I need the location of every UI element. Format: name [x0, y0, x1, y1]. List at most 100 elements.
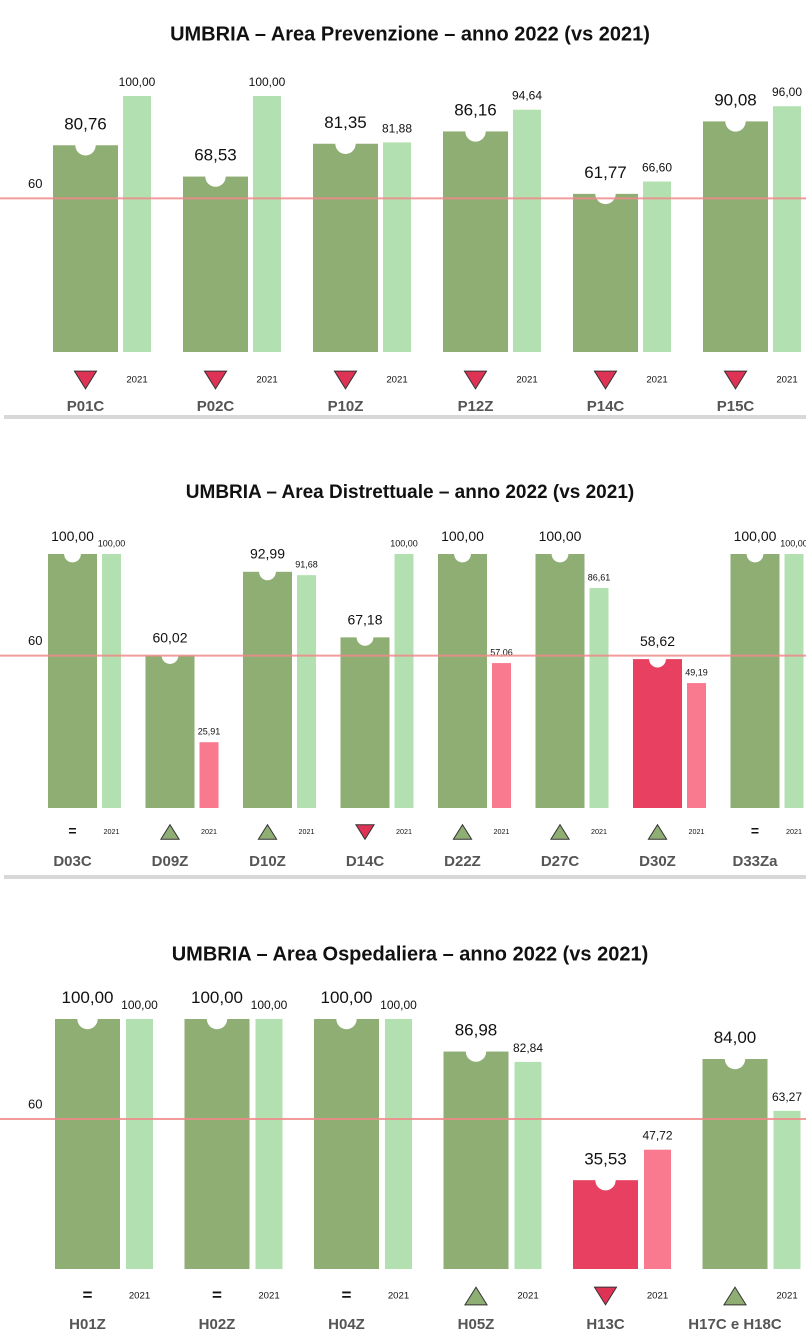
bar-notch: [77, 1008, 98, 1030]
value-label: 100,00: [251, 998, 288, 1012]
series-label: 2021: [104, 827, 120, 836]
series-label: 2021: [776, 375, 797, 386]
value-label: 49,19: [685, 668, 708, 678]
value-label: 100,00: [441, 528, 484, 544]
category-label: H02Z: [199, 1316, 236, 1333]
bar: [773, 106, 801, 353]
bar: [394, 554, 414, 808]
bar: [514, 1061, 542, 1269]
value-label: 90,08: [714, 90, 757, 109]
trend-down: [73, 370, 98, 390]
bar: [703, 121, 768, 352]
value-label: 92,99: [250, 546, 285, 562]
bar: [438, 554, 487, 808]
category-label: P10Z: [328, 398, 364, 415]
bar-notch: [595, 183, 616, 205]
bar: [145, 655, 195, 808]
value-label: 81,88: [382, 121, 412, 135]
chart-title: UMBRIA – Area Prevenzione – anno 2022 (v…: [170, 23, 650, 45]
bar: [443, 1051, 509, 1269]
bar: [492, 663, 511, 808]
bar: [443, 131, 508, 352]
bar: [123, 96, 151, 352]
bar-notch: [551, 545, 569, 563]
value-label: 96,00: [772, 85, 802, 99]
bar: [644, 1149, 671, 1269]
series-label: 2021: [126, 375, 147, 386]
trend-down: [723, 370, 748, 390]
bar-notch: [206, 1008, 228, 1030]
value-label: 80,76: [64, 114, 107, 133]
category-label: D09Z: [152, 853, 189, 870]
trend-equal: =: [751, 823, 759, 839]
value-label: 100,00: [191, 988, 243, 1007]
bar: [102, 554, 121, 808]
series-label: 2021: [517, 1291, 538, 1302]
category-label: P15C: [717, 398, 755, 415]
bar-notch: [75, 135, 96, 156]
trend-up: [452, 823, 473, 840]
bar: [126, 1019, 153, 1269]
value-label: 82,84: [513, 1041, 543, 1055]
trend-up: [647, 823, 668, 840]
category-label: P02C: [197, 398, 235, 415]
value-label: 63,27: [772, 1090, 802, 1104]
bar-notch: [595, 1169, 616, 1191]
bar: [573, 1180, 638, 1269]
series-label: 2021: [647, 1291, 668, 1302]
value-label: 100,00: [62, 988, 114, 1007]
category-label: D14C: [346, 853, 385, 870]
series-label: 2021: [646, 375, 667, 386]
series-label: 2021: [201, 827, 217, 836]
value-label: 100,00: [780, 538, 806, 548]
bar: [313, 143, 378, 352]
threshold-label: 60: [28, 1096, 42, 1111]
value-label: 86,16: [454, 101, 497, 120]
bar-notch: [724, 1048, 746, 1070]
bar: [730, 554, 780, 808]
value-label: 57,06: [490, 648, 513, 658]
category-label: H01Z: [69, 1316, 106, 1333]
category-label: P12Z: [458, 398, 494, 415]
value-label: 100,00: [321, 988, 373, 1007]
value-label: 94,64: [512, 89, 542, 103]
bar-notch: [465, 1041, 487, 1062]
trend-up: [549, 823, 571, 840]
bar-notch: [205, 166, 226, 187]
bar-notch: [649, 650, 666, 668]
bar: [183, 176, 248, 352]
value-label: 67,18: [347, 611, 382, 627]
value-label: 84,00: [714, 1028, 757, 1047]
bar: [53, 145, 118, 352]
bar: [513, 109, 541, 352]
trend-equal: =: [83, 1285, 93, 1304]
chart-title: UMBRIA – Area Distrettuale – anno 2022 (…: [186, 482, 634, 503]
trend-down: [354, 824, 376, 841]
bar: [633, 659, 682, 808]
trend-down: [333, 370, 358, 390]
category-label: D22Z: [444, 853, 481, 870]
series-label: 2021: [299, 827, 315, 836]
bar: [589, 588, 609, 808]
trend-up: [257, 823, 278, 840]
trend-down: [203, 370, 228, 390]
value-label: 81,35: [324, 113, 367, 132]
category-label: P01C: [67, 398, 105, 415]
trend-down: [593, 1286, 618, 1306]
bar: [573, 193, 638, 352]
value-label: 86,98: [455, 1021, 498, 1040]
series-label: 2021: [689, 827, 705, 836]
trend-down: [593, 370, 618, 390]
bar: [297, 575, 316, 808]
bar-notch: [454, 545, 471, 563]
category-label: H13C: [586, 1316, 625, 1333]
trend-up: [464, 1286, 488, 1306]
bar-notch: [465, 121, 486, 142]
value-label: 100,00: [119, 75, 156, 89]
bar: [385, 1019, 412, 1269]
series-label: 2021: [591, 827, 607, 836]
series-label: 2021: [494, 827, 510, 836]
bar-notch: [335, 133, 356, 154]
